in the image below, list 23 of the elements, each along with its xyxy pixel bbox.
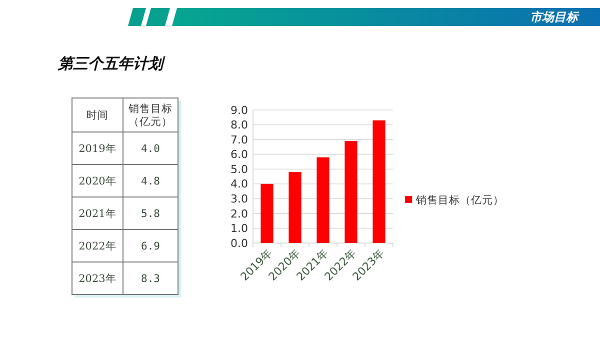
text: 市场目标 — [530, 10, 580, 24]
text: 4.8 — [141, 175, 160, 188]
y-tick-label: 4.0 — [230, 178, 248, 191]
y-tick-label: 2.0 — [230, 207, 248, 220]
category-label: 2020年 — [78, 175, 116, 188]
y-tick-label: 8.0 — [230, 118, 248, 132]
text: 销售目标（亿元） — [128, 103, 172, 128]
y-tick-label: 3.0 — [230, 192, 248, 206]
text: 时间 — [86, 108, 108, 122]
y-tick-label: 1.0 — [230, 222, 248, 236]
text: 6.9 — [141, 240, 160, 252]
category-label: 2021年 — [78, 208, 116, 220]
text: 第三个五年计划 — [57, 54, 166, 72]
y-tick-label: 0.0 — [230, 236, 248, 250]
category-label: 2019年 — [78, 142, 116, 155]
text: 5.8 — [141, 208, 160, 220]
text: 4.0 — [141, 142, 160, 155]
y-tick-label: 5.0 — [230, 162, 248, 176]
y-tick-label: 9.0 — [230, 104, 248, 117]
text: 8.3 — [141, 272, 160, 285]
legend-label: 销售目标（亿元） — [415, 194, 504, 207]
y-tick-label: 7.0 — [230, 133, 248, 146]
y-tick-label: 6.0 — [230, 148, 248, 162]
